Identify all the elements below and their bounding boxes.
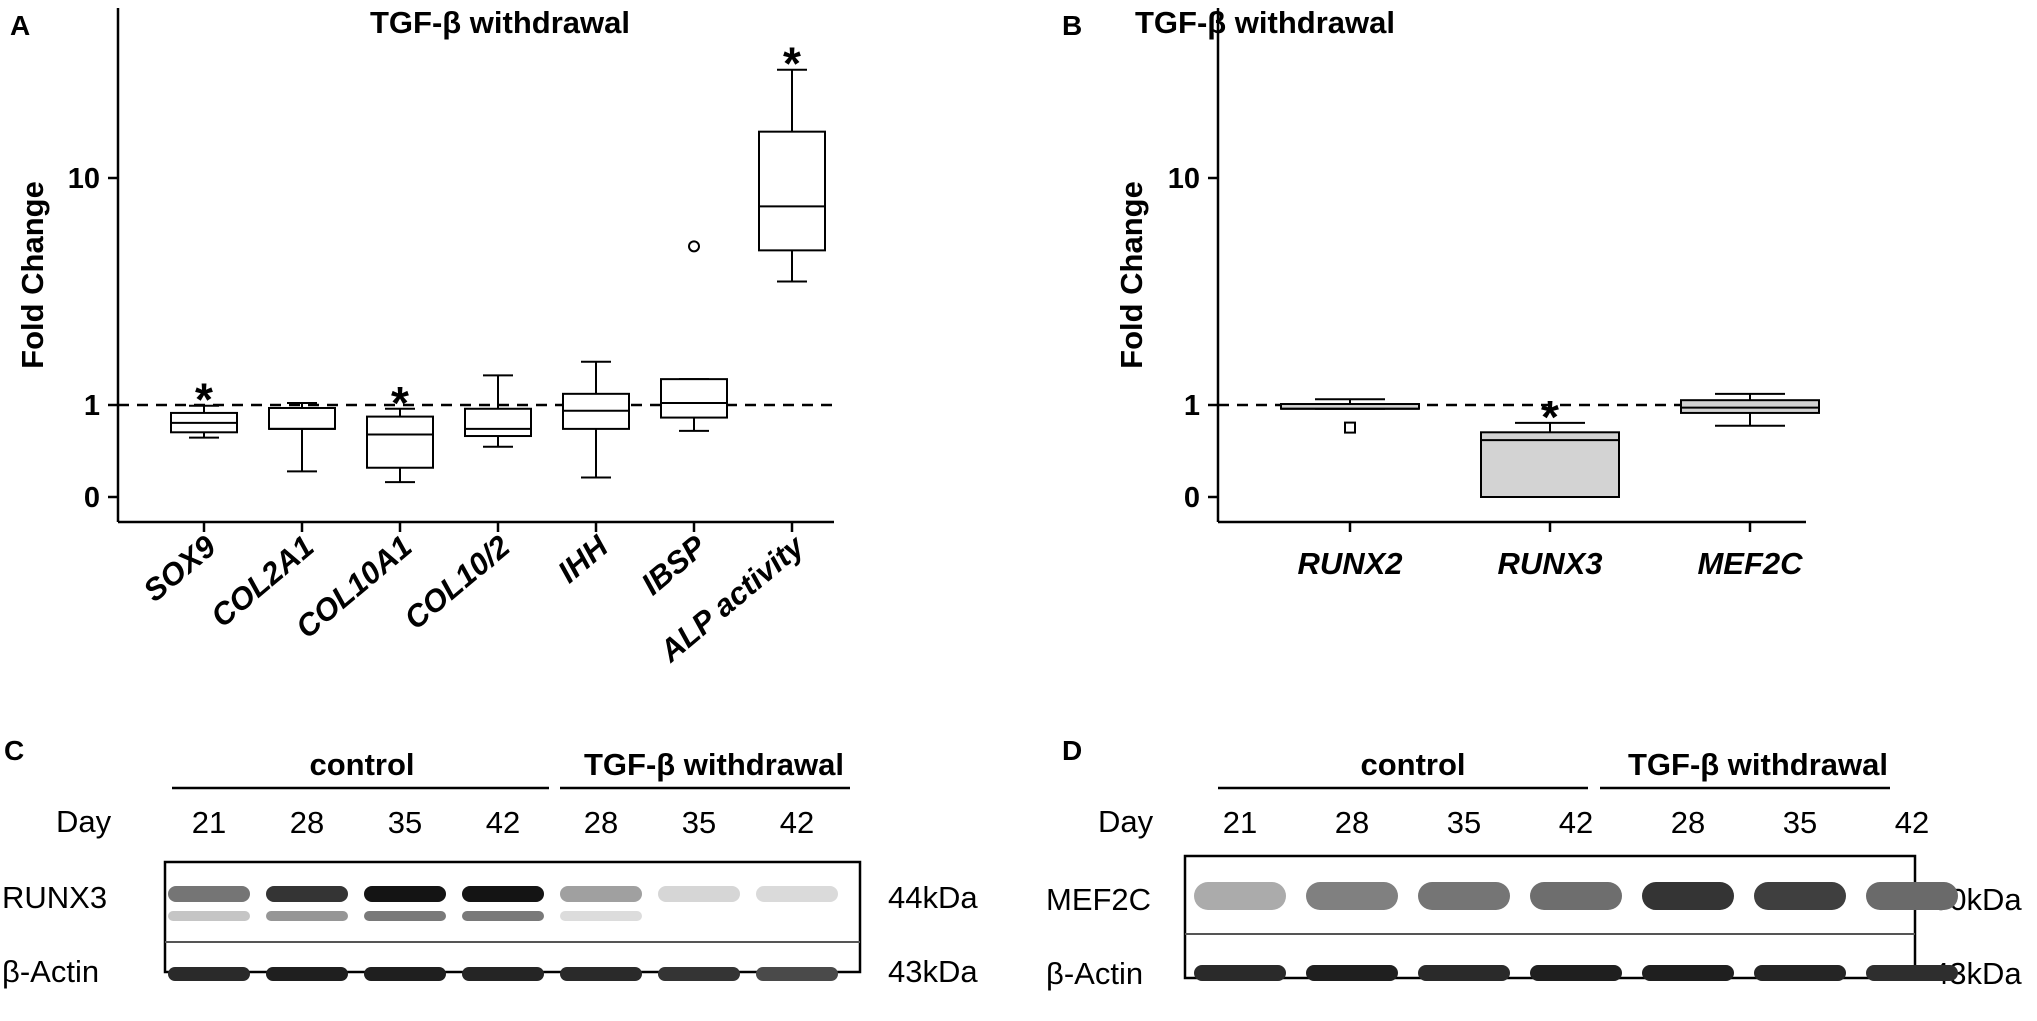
blot-c-band-lower-4 <box>560 911 642 921</box>
chart-b-xtick-label-2: MEF2C <box>1697 546 1803 581</box>
chart-a-ytick-label-2: 10 <box>68 163 100 195</box>
chart-a-box-1 <box>268 406 336 430</box>
panel-letter-b: B <box>1062 10 1082 41</box>
blot-d-band-0-4 <box>1642 882 1734 910</box>
blot-c-band-lower-0 <box>168 911 250 921</box>
blot-d-band-0-1 <box>1306 882 1398 910</box>
chart-a-box-2 <box>366 415 434 469</box>
chart-b-ytick-label-2: 10 <box>1168 163 1200 195</box>
blot-d-band-1-0 <box>1194 965 1286 981</box>
blot-d-day-6: 42 <box>1895 805 1929 840</box>
blot-c-group-treatment: TGF-β withdrawal <box>584 747 844 782</box>
panel-letter-d: D <box>1062 735 1082 766</box>
blot-c-band-lower-3 <box>462 911 544 921</box>
blot-d-day-3: 42 <box>1559 805 1593 840</box>
chart-a-box-5 <box>660 378 728 419</box>
chart-b-significance-1: * <box>1541 391 1559 443</box>
blot-d-band-0-2 <box>1418 882 1510 910</box>
blot-d-group-treatment: TGF-β withdrawal <box>1628 747 1888 782</box>
blot-d-day-5: 35 <box>1783 805 1817 840</box>
blot-c-band-1-4 <box>560 967 642 981</box>
chart-a-box-3 <box>464 407 532 438</box>
blot-c-band-1-5 <box>658 967 740 981</box>
blot-c-band-1-3 <box>462 967 544 981</box>
blot-d-protein-0: MEF2C <box>1046 882 1151 917</box>
blot-c-band-0-5 <box>658 886 740 902</box>
chart-a-box-6 <box>758 130 826 252</box>
panel-letter-c: C <box>4 735 24 766</box>
blot-c-day-4: 28 <box>584 805 618 840</box>
chart-a-xtick-label-4: IHH <box>551 528 615 590</box>
chart-a-significance-2: * <box>391 377 409 429</box>
blot-c-band-0-2 <box>364 886 446 902</box>
blot-d-frame <box>1183 854 1917 980</box>
blot-c-size-1: 43kDa <box>888 954 978 989</box>
blot-d-band-1-3 <box>1530 965 1622 981</box>
chart-a-outlier-5-0 <box>688 240 700 253</box>
blot-c-day-6: 42 <box>780 805 814 840</box>
chart-b-outlier-0-0 <box>1344 421 1356 434</box>
blot-d-day-4: 28 <box>1671 805 1705 840</box>
blot-c-day-5: 35 <box>682 805 716 840</box>
blot-c-protein-0: RUNX3 <box>2 880 107 915</box>
blot-c-band-0-4 <box>560 886 642 902</box>
blot-c-band-0-0 <box>168 886 250 902</box>
blot-d: control TGF-β withdrawal Day MEF2C β-Act… <box>1046 747 2022 991</box>
blot-d-band-0-3 <box>1530 882 1622 910</box>
blot-d-day-1: 28 <box>1335 805 1369 840</box>
panel-letter-a: A <box>10 10 30 41</box>
blot-c-band-0-6 <box>756 886 838 902</box>
blot-d-band-0-5 <box>1754 882 1846 910</box>
blot-c-band-lower-1 <box>266 911 348 921</box>
blot-c: control TGF-β withdrawal Day RUNX3 β-Act… <box>2 747 978 989</box>
chart-b-xtick-label-0: RUNX2 <box>1297 546 1402 581</box>
blot-d-band-1-5 <box>1754 965 1846 981</box>
blot-c-band-0-3 <box>462 886 544 902</box>
blot-c-group-control: control <box>309 747 414 782</box>
blot-c-band-1-0 <box>168 967 250 981</box>
blot-c-day-1: 28 <box>290 805 324 840</box>
chart-b-ytick-label-0: 0 <box>1184 482 1200 514</box>
blot-d-band-1-2 <box>1418 965 1510 981</box>
chart-a-ylabel: Fold Change <box>15 181 50 369</box>
blot-c-day-0: 21 <box>192 805 226 840</box>
chart-a-title: TGF-β withdrawal <box>370 5 630 40</box>
chart-b-ytick-label-1: 1 <box>1184 390 1200 422</box>
blot-d-band-0-0 <box>1194 882 1286 910</box>
blot-c-band-lower-2 <box>364 911 446 921</box>
chart-a-significance-6: * <box>783 38 801 90</box>
chart-a-significance-0: * <box>195 374 213 426</box>
chart-b-title: TGF-β withdrawal <box>1135 5 1395 40</box>
blot-d-protein-1: β-Actin <box>1046 956 1143 991</box>
chart-a-ytick-label-0: 0 <box>84 482 100 514</box>
chart-b: TGF-β withdrawal Fold Change 0 1 10 RUNX2 * R… <box>1114 5 1820 581</box>
blot-c-size-0: 44kDa <box>888 880 978 915</box>
blot-c-band-1-2 <box>364 967 446 981</box>
blot-d-day-2: 35 <box>1447 805 1481 840</box>
chart-b-xtick-label-1: RUNX3 <box>1497 546 1602 581</box>
chart-a-xtick-label-0: SOX9 <box>137 528 223 608</box>
blot-d-band-1-4 <box>1642 965 1734 981</box>
blot-d-day-label: Day <box>1098 804 1154 839</box>
blot-c-protein-1: β-Actin <box>2 954 99 989</box>
blot-c-band-0-1 <box>266 886 348 902</box>
chart-a-ytick-label-1: 1 <box>84 390 100 422</box>
chart-b-ylabel: Fold Change <box>1114 181 1149 369</box>
blot-d-band-1-6 <box>1866 965 1958 981</box>
blot-c-band-1-6 <box>756 967 838 981</box>
blot-c-band-1-1 <box>266 967 348 981</box>
chart-a: TGF-β withdrawal Fold Change 0 1 10 * SOX9 CO… <box>15 5 834 669</box>
chart-b-box-1 <box>1480 431 1620 498</box>
blot-c-day-2: 35 <box>388 805 422 840</box>
blot-d-band-0-6 <box>1866 882 1958 910</box>
chart-b-box-2 <box>1680 399 1820 414</box>
blot-c-day-3: 42 <box>486 805 520 840</box>
blot-c-day-label: Day <box>56 804 112 839</box>
chart-a-xtick-label-3: COL10/2 <box>398 529 517 637</box>
blot-d-group-control: control <box>1360 747 1465 782</box>
blot-d-band-1-1 <box>1306 965 1398 981</box>
blot-d-day-0: 21 <box>1223 805 1257 840</box>
chart-a-xtick-label-5: IBSP <box>635 528 713 602</box>
